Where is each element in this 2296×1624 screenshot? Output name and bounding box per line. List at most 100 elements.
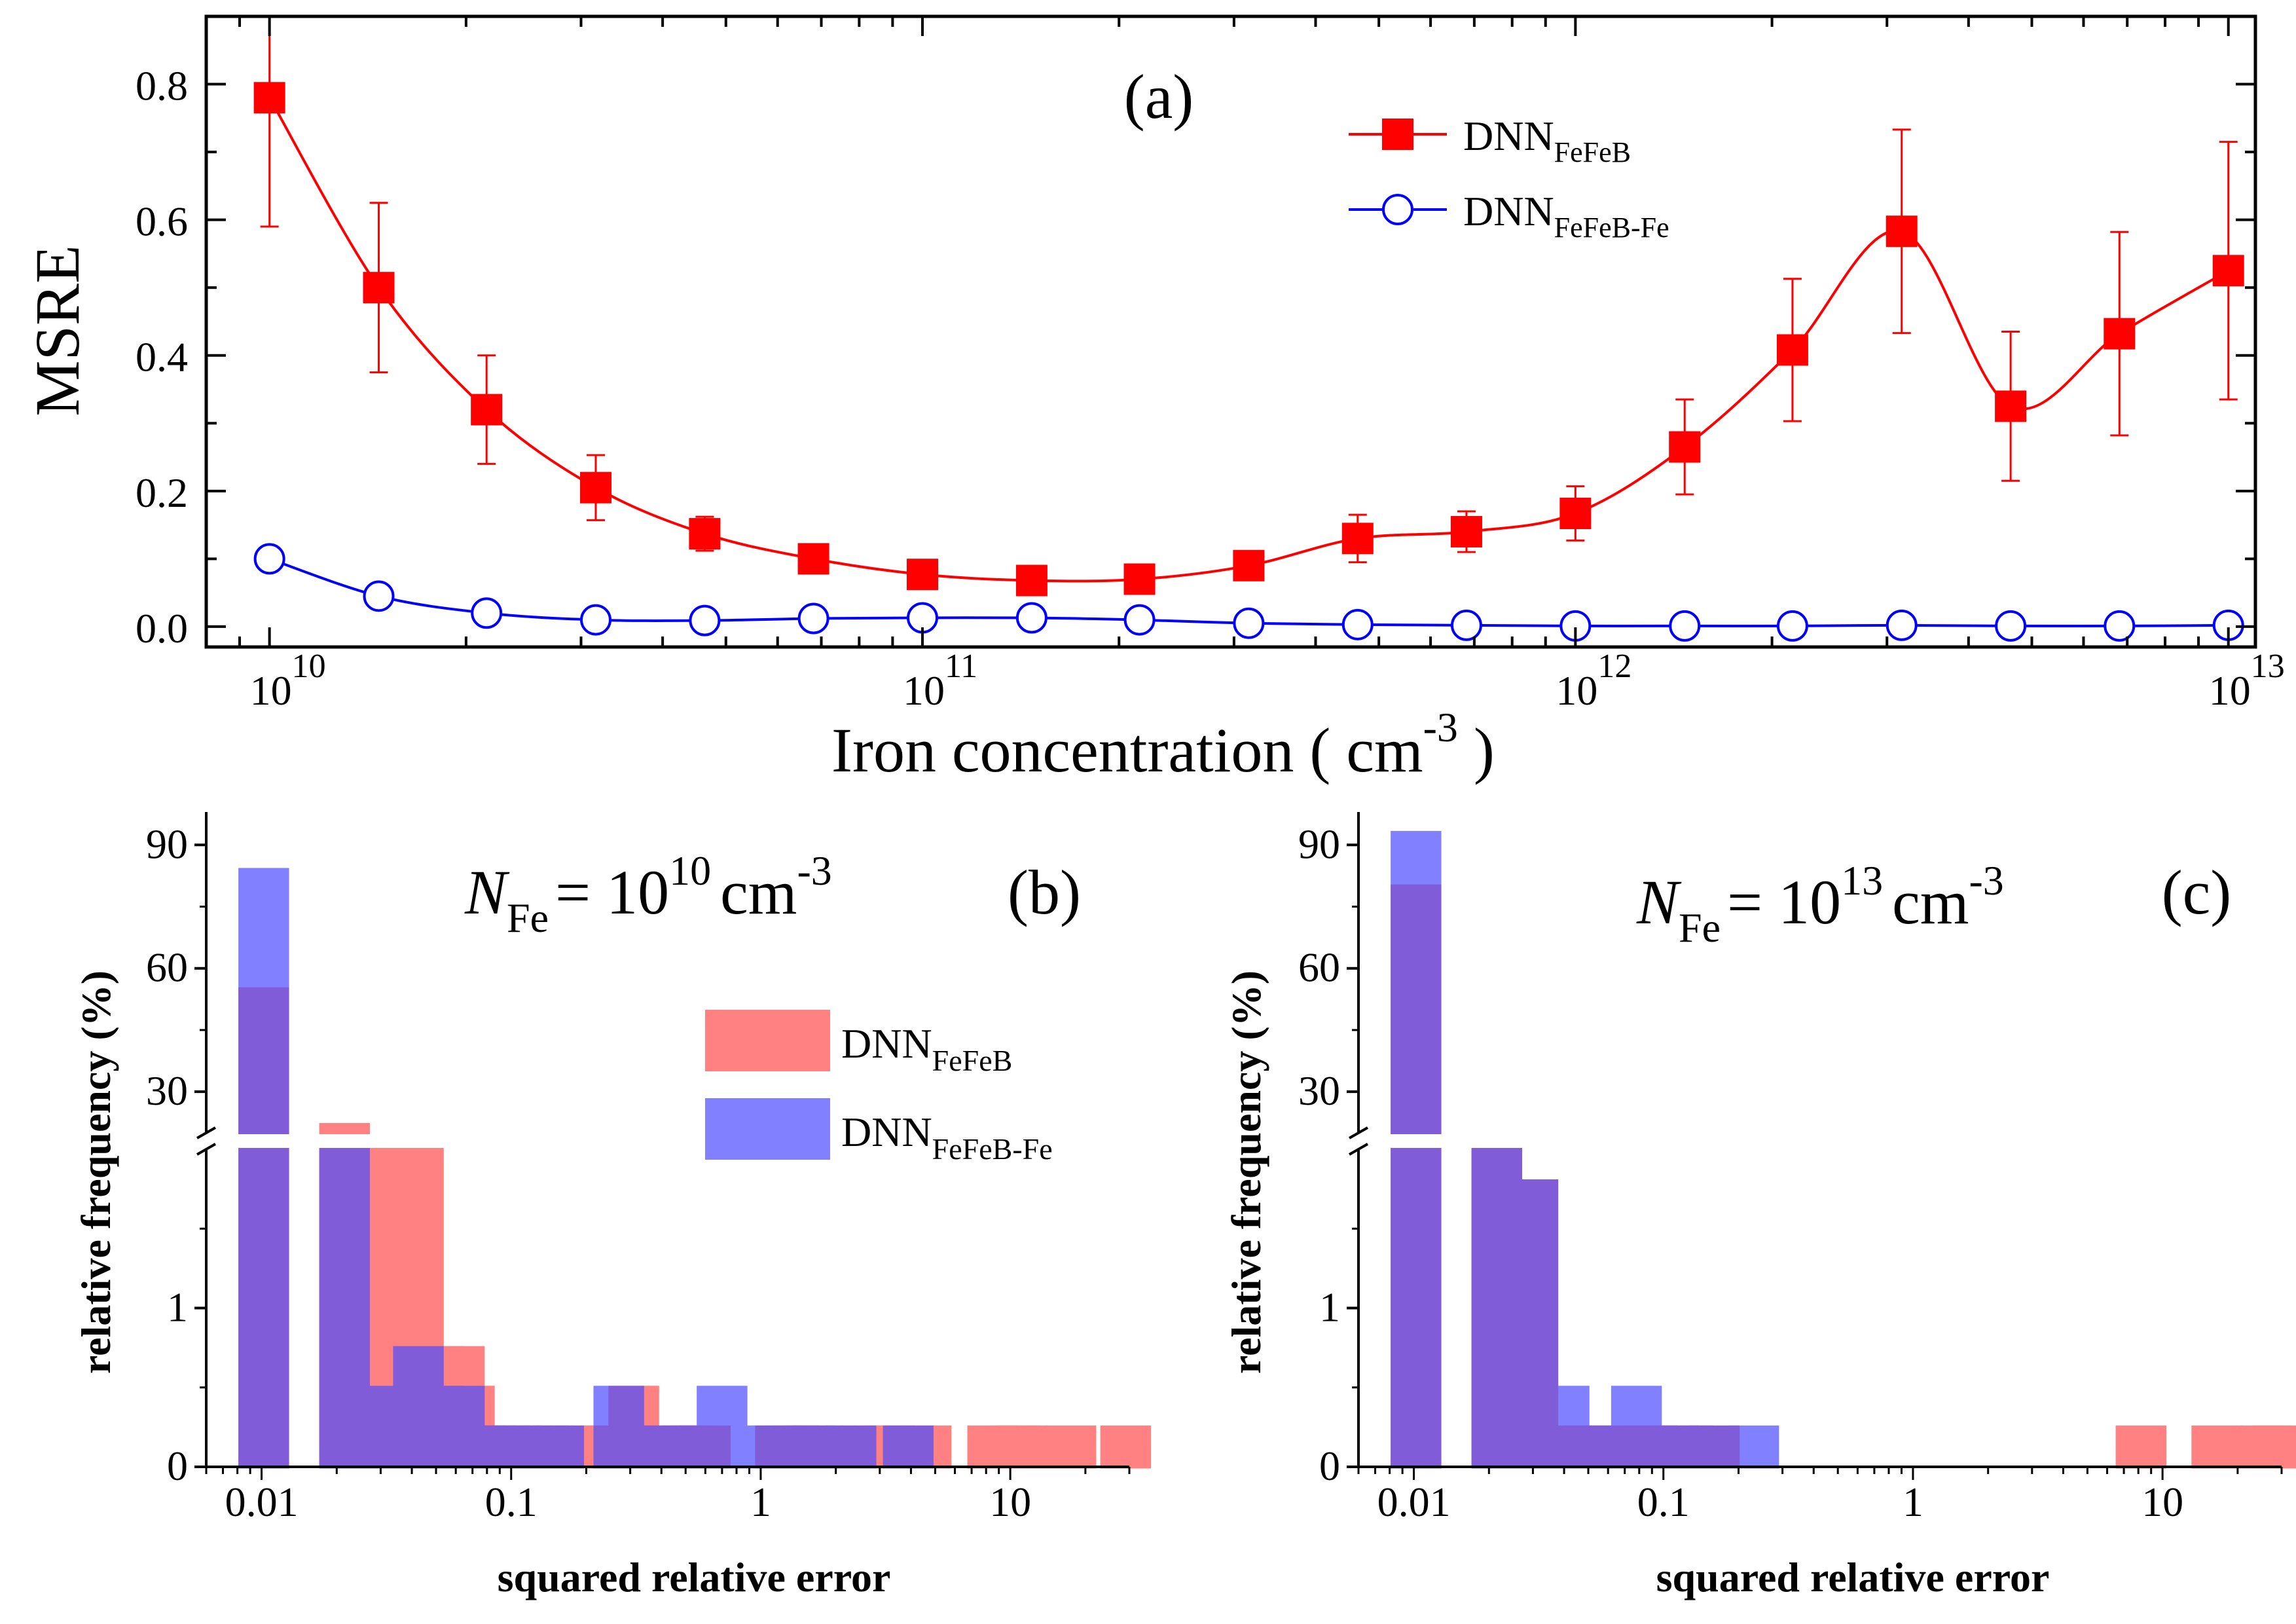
histogram-bar	[319, 1122, 370, 1135]
ytick-label: 90	[1298, 821, 1340, 867]
panel-a-xtick-label: 1010	[250, 648, 326, 714]
panel-c-label: (c)	[2162, 857, 2232, 927]
panel-a-marker-square	[1341, 523, 1374, 555]
histogram-bar	[2252, 1425, 2296, 1469]
histogram-bar	[883, 1425, 934, 1469]
panel-b-axes: 30 60 90 0 1 0.01 0.1 1 10	[146, 812, 1131, 1525]
panel-a-marker-square	[471, 394, 503, 426]
panel-a-marker-square	[797, 543, 829, 575]
panel-a-marker-square	[689, 518, 721, 550]
panel-b-xlabel: squared relative error	[498, 1554, 891, 1600]
panel-a-marker-square	[1123, 563, 1156, 595]
histogram-bar	[1046, 1425, 1097, 1469]
axis-break-mark	[196, 1126, 216, 1139]
panel-a-label: (a)	[1124, 62, 1194, 132]
panel-b-legend-swatch	[705, 1010, 830, 1071]
histogram-bar	[533, 1425, 585, 1469]
panel-a-xlabel-end: )	[1474, 715, 1495, 785]
xtick-label: 0.1	[1637, 1479, 1690, 1525]
panel-a-ytick-label: 0.2	[136, 470, 188, 516]
axis-break-gap	[187, 1134, 1129, 1148]
panel-a-legend-label: DNNFeFeB	[1463, 113, 1631, 168]
panel-a-ytick-label: 0.6	[136, 198, 188, 245]
panel-a-legend: DNNFeFeB DNNFeFeB-Fe	[1349, 113, 1669, 244]
panel-a-marker-circle	[1886, 609, 1918, 641]
panel-a-marker-square	[1776, 334, 1808, 366]
panel-c-xlabel: squared relative error	[1656, 1554, 2050, 1600]
panel-a-marker-square	[907, 559, 939, 591]
panel-a-marker-square	[363, 272, 395, 304]
panel-a-marker-square	[2212, 255, 2244, 287]
axis-break-mark	[1349, 1143, 1368, 1156]
panel-a-marker-circle	[471, 597, 503, 629]
panel-a-marker-circle	[580, 604, 612, 636]
xtick-label: 10	[2141, 1479, 2183, 1525]
panel-a-ytick-label: 0.0	[136, 605, 188, 652]
histogram-bar	[2191, 1425, 2242, 1469]
panel-b-legend: DNNFeFeB DNNFeFeB-Fe	[705, 1010, 1053, 1166]
histogram-bar	[2115, 1425, 2166, 1469]
ytick-label: 60	[146, 944, 188, 991]
ytick-label: 0	[1319, 1443, 1340, 1489]
ytick-label: 1	[167, 1284, 188, 1331]
panel-a-marker-square	[580, 471, 612, 504]
panel-a-ticks: 1010 1011 1012 1013 0.0 0.2 0.4 0.6 0.8	[136, 16, 2285, 714]
histogram-bar	[1391, 830, 1442, 1135]
panel-b-legend-label: DNNFeFeB	[841, 1020, 1012, 1077]
panel-a-marker-square	[1015, 564, 1048, 597]
panel-a-legend-label: DNNFeFeB-Fe	[1463, 188, 1669, 244]
panel-b-label: (b)	[1008, 857, 1081, 927]
panel-a-ytick-label: 0.4	[136, 334, 188, 380]
panel-a-ylabel: MSRE	[22, 245, 92, 416]
panel-a-marker-square	[1995, 390, 2027, 422]
panel-a-marker-circle	[1450, 609, 1482, 641]
xtick-label: 1	[750, 1479, 771, 1525]
axis-break-gap	[1339, 1134, 2282, 1148]
panel-b-ylabel: relative frequency (%)	[73, 970, 119, 1374]
ytick-label: 30	[146, 1067, 188, 1114]
panel-a-marker-circle	[1123, 604, 1156, 636]
histogram-bar	[238, 868, 289, 1135]
panel-a-marker-circle	[797, 602, 829, 635]
panel-a-xlabel-sup: -3	[1423, 704, 1458, 750]
panel-a-marker-square	[1559, 498, 1592, 530]
panel-a-marker-square	[1450, 515, 1482, 547]
panel-a-marker-circle	[1015, 602, 1048, 634]
histogram-bar	[997, 1425, 1048, 1469]
xtick-label: 0.01	[1377, 1479, 1451, 1525]
axis-break-mark	[1349, 1126, 1368, 1139]
panel-c-bars	[1391, 830, 2296, 1469]
ytick-label: 30	[1298, 1067, 1340, 1114]
histogram-bar	[1391, 1147, 1442, 1469]
histogram-bar	[1100, 1425, 1152, 1469]
panel-a-marker-circle	[2104, 610, 2136, 642]
panel-a-xtick-label: 1011	[903, 648, 977, 714]
panel-a-xlabel: Iron concentration ( cm-3)	[831, 704, 1495, 785]
histogram-bar	[1728, 1425, 1779, 1469]
panel-b-legend-swatch	[705, 1098, 830, 1160]
panel-c: 30 60 90 0 1 0.01 0.1 1 10 (c) NFe = 1013 cm-3 squ…	[1223, 812, 2296, 1600]
ytick-label: 0	[167, 1443, 188, 1489]
panel-a-marker-square	[1233, 549, 1265, 581]
panel-a-legend-marker	[1382, 119, 1413, 150]
ytick-label: 1	[1319, 1284, 1340, 1331]
panel-c-annotation: NFe = 1013 cm-3	[1636, 857, 2004, 951]
panel-a-xtick-label: 1012	[1556, 648, 1631, 714]
xtick-label: 10	[989, 1479, 1031, 1525]
xtick-label: 0.1	[485, 1479, 538, 1525]
panel-b-annotation: NFe = 1010 cm-3	[464, 847, 832, 941]
panel-a: 1010 1011 1012 1013 0.0 0.2 0.4 0.6 0.8 (a) MSRE…	[22, 14, 2285, 785]
histogram-bar	[826, 1425, 877, 1469]
panel-a-marker-circle	[363, 580, 395, 612]
panel-a-marker-square	[1886, 215, 1918, 248]
panel-a-marker-circle	[1669, 610, 1701, 642]
panel-a-xlabel-main: Iron concentration ( cm	[831, 715, 1423, 785]
panel-a-series-group	[253, 15, 2244, 642]
panel-c-ylabel: relative frequency (%)	[1223, 970, 1269, 1374]
panel-a-marker-circle	[689, 604, 721, 637]
histogram-bar	[238, 1147, 289, 1469]
panel-a-axes-frame	[204, 14, 2257, 649]
axis-break-mark	[196, 1143, 216, 1156]
panel-a-marker-square	[2104, 318, 2136, 350]
